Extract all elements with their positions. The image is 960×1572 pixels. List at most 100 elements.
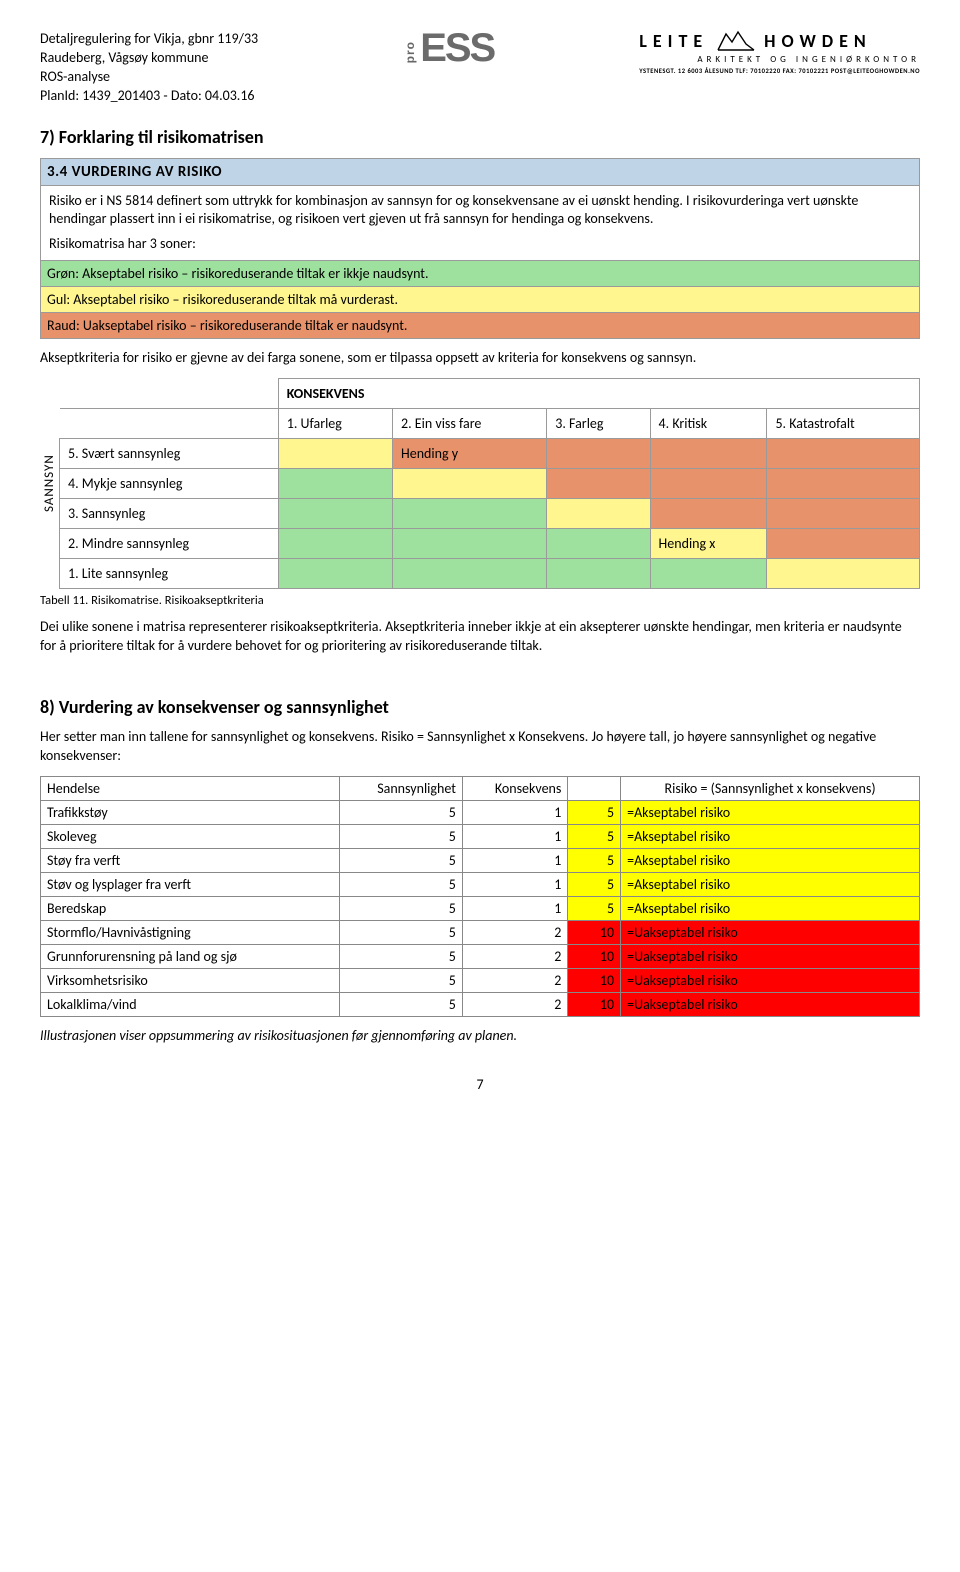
risk-label: =Uakseptabel risiko (621, 920, 920, 944)
risk-col-header: Risiko = (Sannsynlighet x konsekvens) (621, 776, 920, 800)
matrix-cell (278, 439, 392, 469)
risk-r: 5 (568, 800, 621, 824)
matrix-cell (547, 439, 650, 469)
matrix-cell (547, 529, 650, 559)
risk-label: =Akseptabel risiko (621, 800, 920, 824)
risk-r: 5 (568, 872, 621, 896)
risk-row: Trafikkstøy515=Akseptabel risiko (41, 800, 920, 824)
risk-row: Virksomhetsrisiko5210=Uakseptabel risiko (41, 968, 920, 992)
matrix-row-label: 4. Mykje sannsynleg (60, 469, 279, 499)
box-para-1: Risiko er i NS 5814 definert som uttrykk… (41, 186, 919, 236)
matrix-cell (547, 499, 650, 529)
risk-row: Grunnforurensning på land og sjø5210=Uak… (41, 944, 920, 968)
section-7-title: 7) Forklaring til risikomatrisen (40, 126, 920, 148)
matrix-col-header: 2. Ein viss fare (393, 409, 547, 439)
box-header: 3.4 VURDERING AV RISIKO (41, 159, 919, 186)
page-header: Detaljregulering for Vikja, gbnr 119/33 … (40, 30, 920, 106)
risk-r: 5 (568, 824, 621, 848)
risk-k: 1 (462, 800, 567, 824)
matrix-cell (650, 439, 767, 469)
header-left: Detaljregulering for Vikja, gbnr 119/33 … (40, 30, 258, 106)
risk-event: Trafikkstøy (41, 800, 340, 824)
risk-row: Støv og lysplager fra verft515=Akseptabe… (41, 872, 920, 896)
risk-k: 2 (462, 992, 567, 1016)
matrix-cell (278, 559, 392, 589)
risk-table: HendelseSannsynlighetKonsekvens Risiko = … (40, 776, 920, 1017)
risk-event: Beredskap (41, 896, 340, 920)
matrix-cell (393, 559, 547, 589)
risk-col-header: Konsekvens (462, 776, 567, 800)
matrix-row-label: 2. Mindre sannsynleg (60, 529, 279, 559)
matrix-col-header: 3. Farleg (547, 409, 650, 439)
matrix-cell (767, 469, 920, 499)
matrix-cell: Hending x (650, 529, 767, 559)
matrix-cell (393, 499, 547, 529)
logo-leite-howden: LEITE HOWDEN ARKITEKT OG INGENIØRKONTOR … (639, 30, 920, 75)
risk-col-header (568, 776, 621, 800)
matrix-cell: Hending y (393, 439, 547, 469)
risk-k: 2 (462, 944, 567, 968)
risk-s: 5 (339, 968, 462, 992)
lh-address: YSTENESGT. 12 6003 ÅLESUND TLF: 70102220… (639, 67, 920, 75)
matrix-col-header: 4. Kritisk (650, 409, 767, 439)
risk-matrix: SANNSYN KONSEKVENS1. Ufarleg2. Ein viss … (40, 378, 920, 589)
risk-label: =Akseptabel risiko (621, 896, 920, 920)
matrix-col-header: 5. Katastrofalt (767, 409, 920, 439)
matrix-cell (767, 499, 920, 529)
matrix-kons-header: KONSEKVENS (278, 379, 919, 409)
matrix-col-header: 1. Ufarleg (278, 409, 392, 439)
risk-label: =Akseptabel risiko (621, 848, 920, 872)
risk-k: 2 (462, 968, 567, 992)
risk-row: Skoleveg515=Akseptabel risiko (41, 824, 920, 848)
matrix-cell (650, 469, 767, 499)
risk-s: 5 (339, 992, 462, 1016)
risk-col-header: Sannsynlighet (339, 776, 462, 800)
header-line: Detaljregulering for Vikja, gbnr 119/33 (40, 30, 258, 49)
risk-col-header: Hendelse (41, 776, 340, 800)
zone-red: Raud: Uakseptabel risiko – risikoreduser… (41, 312, 919, 338)
risk-s: 5 (339, 920, 462, 944)
risk-r: 5 (568, 896, 621, 920)
matrix-para-below: Dei ulike sonene i matrisa representerer… (40, 618, 920, 656)
para-after-box: Akseptkriteria for risiko er gjevne av d… (40, 349, 920, 368)
lh-right: HOWDEN (764, 30, 872, 52)
risk-assessment-box: 3.4 VURDERING AV RISIKO Risiko er i NS 5… (40, 158, 920, 340)
matrix-cell (767, 439, 920, 469)
risk-s: 5 (339, 872, 462, 896)
risk-event: Stormflo/Havnivåstigning (41, 920, 340, 944)
matrix-cell (278, 469, 392, 499)
matrix-cell (278, 529, 392, 559)
matrix-caption: Tabell 11. Risikomatrise. Risikoakseptkr… (40, 593, 920, 608)
matrix-cell (278, 499, 392, 529)
risk-row: Beredskap515=Akseptabel risiko (41, 896, 920, 920)
zones-intro: Risikomatrisa har 3 soner: (41, 235, 919, 260)
risk-r: 10 (568, 944, 621, 968)
risk-event: Lokalklima/vind (41, 992, 340, 1016)
matrix-table: KONSEKVENS1. Ufarleg2. Ein viss fare3. F… (59, 378, 920, 589)
risk-s: 5 (339, 800, 462, 824)
header-line: ROS-analyse (40, 68, 258, 87)
risk-k: 1 (462, 824, 567, 848)
matrix-cell (547, 559, 650, 589)
risk-s: 5 (339, 824, 462, 848)
lh-subtitle: ARKITEKT OG INGENIØRKONTOR (639, 54, 920, 65)
matrix-cell (650, 499, 767, 529)
risk-event: Virksomhetsrisiko (41, 968, 340, 992)
risk-r: 10 (568, 992, 621, 1016)
header-line: PlanId: 1439_201403 - Dato: 04.03.16 (40, 87, 258, 106)
risk-s: 5 (339, 848, 462, 872)
risk-label: =Uakseptabel risiko (621, 992, 920, 1016)
zone-yellow: Gul: Akseptabel risiko – risikoreduseran… (41, 286, 919, 312)
logo-ess-text: ESS (420, 30, 494, 66)
risk-k: 1 (462, 848, 567, 872)
risk-event: Skoleveg (41, 824, 340, 848)
lh-house-icon (716, 30, 756, 52)
matrix-cell (650, 559, 767, 589)
risk-r: 5 (568, 848, 621, 872)
matrix-cell (393, 469, 547, 499)
risk-row: Støy fra verft515=Akseptabel risiko (41, 848, 920, 872)
matrix-row-label: 3. Sannsynleg (60, 499, 279, 529)
risk-k: 1 (462, 872, 567, 896)
matrix-cell (767, 529, 920, 559)
risk-event: Støv og lysplager fra verft (41, 872, 340, 896)
